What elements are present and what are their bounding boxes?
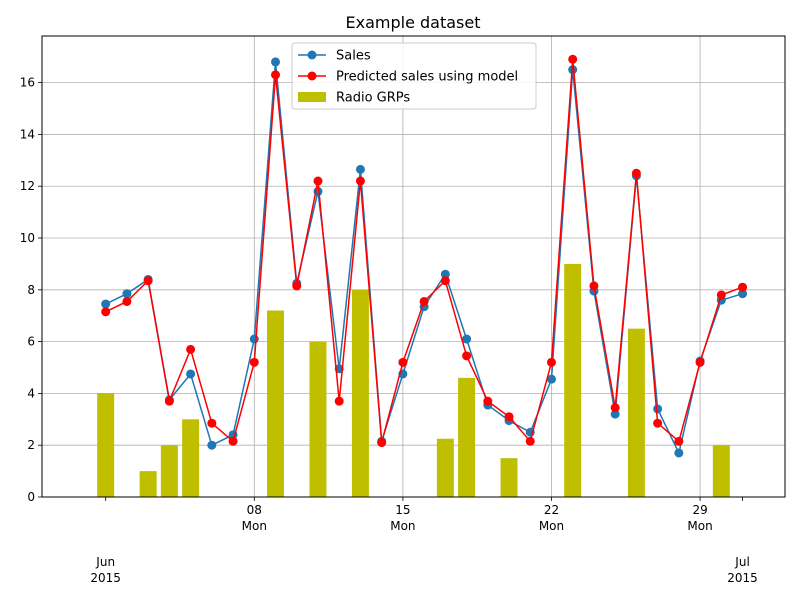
chart-title: Example dataset xyxy=(346,13,481,32)
point-predicted-sales xyxy=(716,290,726,300)
point-predicted-sales xyxy=(355,176,365,186)
legend-box xyxy=(291,42,537,110)
point-sales xyxy=(249,334,259,344)
point-predicted-sales xyxy=(738,282,748,292)
point-sales xyxy=(207,440,217,450)
point-predicted-sales xyxy=(271,70,281,80)
x-tick-label-weekday: Mon xyxy=(539,519,564,533)
point-sales xyxy=(462,334,472,344)
x-tick-label-day: 22 xyxy=(544,503,559,517)
point-predicted-sales xyxy=(483,396,493,406)
legend-label-radio-grps: Radio GRPs xyxy=(336,91,410,106)
x-axis: Jun 2015 08 Mon 15 Mon 22 Mon 29 Mon Jul 2015 xyxy=(90,497,758,585)
point-predicted-sales xyxy=(546,357,556,367)
legend-swatch-radio-grps xyxy=(298,92,326,102)
point-sales xyxy=(546,374,556,384)
point-sales xyxy=(610,409,620,419)
point-predicted-sales xyxy=(440,276,450,286)
legend-label-sales: Sales xyxy=(336,49,371,64)
point-sales xyxy=(122,289,132,299)
bar-radio-grps xyxy=(160,445,178,497)
point-sales xyxy=(440,269,450,279)
bar-radio-grps xyxy=(97,393,115,497)
bar-radio-grps xyxy=(627,328,645,497)
bars-radio-grps xyxy=(97,263,730,497)
point-predicted-sales xyxy=(101,307,111,317)
point-sales xyxy=(738,289,748,299)
point-predicted-sales xyxy=(398,357,408,367)
bar-radio-grps xyxy=(712,445,730,497)
point-sales xyxy=(186,369,196,379)
legend-marker-predicted-sales xyxy=(307,71,317,81)
y-tick-label: 2 xyxy=(27,438,35,452)
point-predicted-sales xyxy=(377,438,387,448)
point-predicted-sales xyxy=(292,281,302,291)
x-tick-label-weekday: Mon xyxy=(687,519,712,533)
x-tick-label-year: 2015 xyxy=(727,571,758,585)
x-tick-label-weekday: Mon xyxy=(390,519,415,533)
point-predicted-sales xyxy=(122,296,132,306)
series-lines xyxy=(101,54,748,458)
line-predicted-sales xyxy=(105,59,743,443)
y-tick-label: 14 xyxy=(20,127,35,141)
x-tick-label-day: 08 xyxy=(247,503,262,517)
y-tick-label: 6 xyxy=(27,335,35,349)
point-predicted-sales xyxy=(207,418,217,428)
bar-radio-grps xyxy=(139,471,157,497)
point-predicted-sales xyxy=(419,296,429,306)
bar-radio-grps xyxy=(309,341,327,497)
point-predicted-sales xyxy=(228,436,238,446)
y-tick-label: 10 xyxy=(20,231,35,245)
point-predicted-sales xyxy=(313,176,323,186)
point-predicted-sales xyxy=(504,412,514,422)
point-predicted-sales xyxy=(589,281,599,291)
point-predicted-sales xyxy=(610,403,620,413)
bar-radio-grps xyxy=(500,458,518,497)
y-axis: 0 2 4 6 8 10 12 14 16 xyxy=(20,76,42,504)
bar-radio-grps xyxy=(351,289,369,497)
point-predicted-sales xyxy=(695,357,705,367)
y-tick-label: 0 xyxy=(27,490,35,504)
point-predicted-sales xyxy=(568,54,578,64)
point-predicted-sales xyxy=(674,436,684,446)
point-predicted-sales xyxy=(631,168,641,178)
bar-radio-grps xyxy=(267,310,285,497)
point-sales xyxy=(355,164,365,174)
point-sales xyxy=(653,404,663,414)
y-tick-label: 8 xyxy=(27,283,35,297)
point-predicted-sales xyxy=(164,396,174,406)
y-tick-label: 12 xyxy=(20,179,35,193)
point-sales xyxy=(101,299,111,309)
y-tick-label: 16 xyxy=(20,76,35,90)
bar-radio-grps xyxy=(458,377,476,497)
point-predicted-sales xyxy=(462,351,472,361)
legend-label-predicted-sales: Predicted sales using model xyxy=(336,70,518,85)
point-predicted-sales xyxy=(334,396,344,406)
legend-marker-sales xyxy=(307,50,317,60)
x-tick-label-month: Jul xyxy=(734,555,749,569)
bar-radio-grps xyxy=(436,438,454,497)
point-predicted-sales xyxy=(525,436,535,446)
x-tick-label-day: 29 xyxy=(692,503,707,517)
bar-radio-grps xyxy=(182,419,200,497)
plot-frame xyxy=(41,35,786,498)
x-tick-label-weekday: Mon xyxy=(242,519,267,533)
bar-radio-grps xyxy=(564,263,582,497)
point-predicted-sales xyxy=(249,357,259,367)
point-predicted-sales xyxy=(186,344,196,354)
y-tick-label: 4 xyxy=(27,386,35,400)
point-sales xyxy=(674,448,684,458)
legend: Sales Predicted sales using model Radio GR… xyxy=(291,42,537,110)
point-predicted-sales xyxy=(653,418,663,428)
point-sales xyxy=(271,57,281,67)
x-tick-label-month: Jun xyxy=(95,555,115,569)
x-tick-label-year: 2015 xyxy=(90,571,121,585)
line-sales xyxy=(105,61,743,456)
x-tick-label-day: 15 xyxy=(395,503,410,517)
point-predicted-sales xyxy=(143,276,153,286)
